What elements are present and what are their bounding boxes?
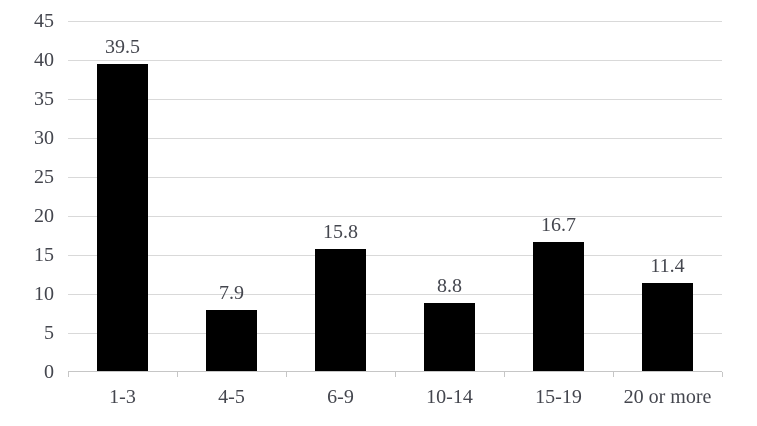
tick-mark <box>395 372 396 377</box>
gridline <box>68 21 722 22</box>
x-axis-label: 4-5 <box>218 386 245 408</box>
y-axis-label: 45 <box>34 10 54 32</box>
data-label: 8.8 <box>437 275 462 298</box>
tick-mark <box>504 372 505 377</box>
data-label: 15.8 <box>323 220 358 243</box>
bar <box>533 241 584 372</box>
x-axis-label: 10-14 <box>426 386 473 408</box>
bar <box>97 63 148 372</box>
tick-mark <box>177 372 178 377</box>
tick-mark <box>722 372 723 377</box>
y-axis-label: 25 <box>34 166 54 188</box>
bar <box>315 248 366 372</box>
y-axis-label: 20 <box>34 205 54 227</box>
y-axis-label: 35 <box>34 88 54 110</box>
data-label: 11.4 <box>650 255 685 278</box>
gridline <box>68 99 722 100</box>
gridline <box>68 177 722 178</box>
tick-mark <box>286 372 287 377</box>
y-axis-label: 40 <box>34 49 54 71</box>
x-axis-label: 15-19 <box>535 386 582 408</box>
gridline <box>68 216 722 217</box>
x-axis-label: 6-9 <box>327 386 354 408</box>
y-axis-label: 30 <box>34 127 54 149</box>
x-axis-label: 20 or more <box>623 386 712 408</box>
bar <box>206 310 257 372</box>
gridline <box>68 138 722 139</box>
bar <box>642 283 693 372</box>
bar <box>424 303 475 372</box>
tick-mark <box>613 372 614 377</box>
plot-area <box>68 21 722 372</box>
data-label: 7.9 <box>219 282 244 305</box>
x-axis-label: 1-3 <box>109 386 136 408</box>
tick-mark <box>68 372 69 377</box>
x-axis-line <box>68 371 722 372</box>
gridline <box>68 294 722 295</box>
gridline <box>68 60 722 61</box>
y-axis-label: 0 <box>44 361 54 383</box>
y-axis-label: 15 <box>34 244 54 266</box>
y-axis-label: 10 <box>34 283 54 305</box>
gridline <box>68 255 722 256</box>
gridline <box>68 333 722 334</box>
y-axis-label: 5 <box>44 322 54 344</box>
data-label: 16.7 <box>541 213 576 236</box>
data-label: 39.5 <box>105 35 140 58</box>
